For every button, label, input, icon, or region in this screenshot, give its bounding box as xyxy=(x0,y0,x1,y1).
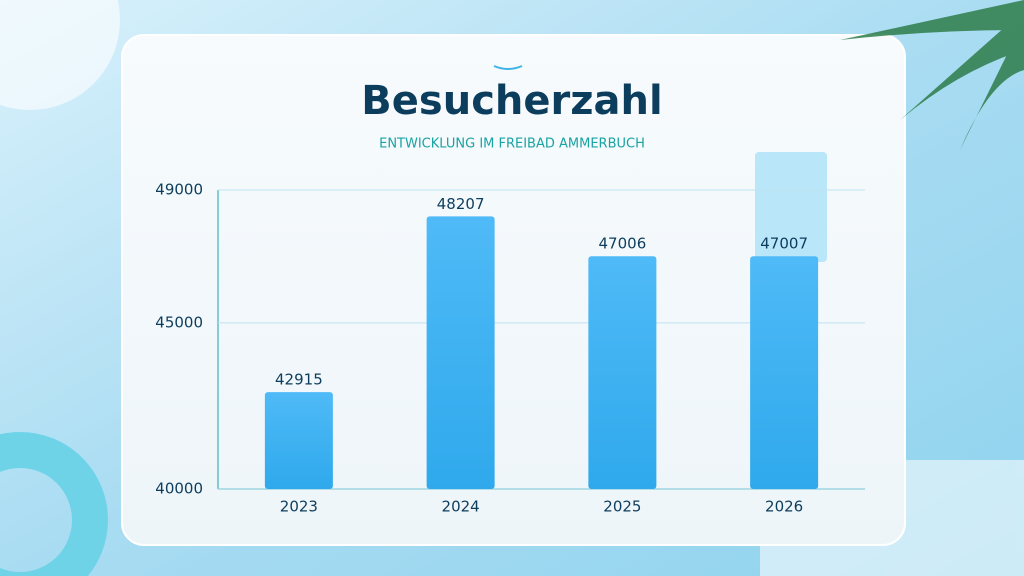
bar xyxy=(588,256,657,489)
bar xyxy=(264,392,333,489)
logo xyxy=(493,65,523,70)
y-tick-label: 40000 xyxy=(155,480,203,498)
x-tick-label: 2025 xyxy=(603,498,641,516)
x-tick-label: 2024 xyxy=(442,498,480,516)
value-label: 47006 xyxy=(599,235,647,253)
swim-ring xyxy=(0,432,108,576)
x-tick-label: 2023 xyxy=(280,498,318,516)
chart-subtitle: ENTWICKLUNG IM FREIBAD AMMERBUCH xyxy=(379,137,645,152)
bar xyxy=(750,256,819,489)
value-label: 48207 xyxy=(437,195,485,213)
sun-glow xyxy=(0,0,120,110)
y-tick-label: 49000 xyxy=(155,181,203,199)
value-label: 47007 xyxy=(760,235,808,253)
value-label: 42915 xyxy=(275,371,323,389)
x-tick-label: 2026 xyxy=(765,498,803,516)
bar-highlight xyxy=(755,152,827,262)
chart-title: Besucherzahl xyxy=(361,78,662,124)
y-tick-label: 45000 xyxy=(155,313,203,331)
palm-leaves xyxy=(840,0,1024,150)
bar xyxy=(426,216,495,489)
